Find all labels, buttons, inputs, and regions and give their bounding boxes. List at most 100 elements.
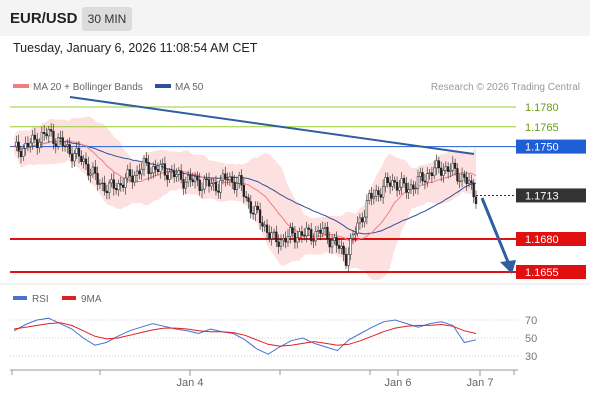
candle-body xyxy=(314,231,317,242)
candle-body xyxy=(435,160,438,169)
candle-body xyxy=(45,133,48,137)
candle-body xyxy=(300,231,304,236)
candle-body xyxy=(231,176,234,183)
candle-body xyxy=(330,240,334,248)
candle-body xyxy=(184,181,187,189)
price-label-1.1750: 1.1750 xyxy=(525,142,559,154)
candle-body xyxy=(149,172,153,174)
ma20-path xyxy=(13,139,477,242)
top-bar: EUR/USD 30 MIN xyxy=(0,0,590,36)
candle-body xyxy=(414,188,417,190)
candle-body xyxy=(68,144,71,155)
candle-body xyxy=(152,166,155,174)
candle-body xyxy=(75,148,78,154)
timeframe-button[interactable]: 30 MIN xyxy=(82,7,132,31)
candle-body xyxy=(224,173,227,180)
candle-body xyxy=(398,186,401,191)
candle-body xyxy=(442,170,445,176)
candle-body xyxy=(377,190,380,195)
candle-body xyxy=(400,178,403,188)
candle-body xyxy=(38,141,41,148)
candle-body xyxy=(312,240,315,242)
candle-body xyxy=(467,180,471,184)
candle-body xyxy=(161,163,164,165)
candle-body xyxy=(286,236,290,243)
candle-body xyxy=(433,167,436,177)
candle-body xyxy=(465,177,468,184)
candle-body xyxy=(293,232,297,243)
candle-body xyxy=(298,231,301,238)
candle-body xyxy=(63,145,67,147)
candle-body xyxy=(15,141,18,147)
rsi-series-rsi xyxy=(13,317,477,355)
candle-body xyxy=(214,181,218,192)
candle-body xyxy=(263,224,266,227)
candle-body xyxy=(256,205,259,211)
rsi-ma-legend-swatch xyxy=(62,296,76,300)
support-tag-1.1655 xyxy=(516,265,586,279)
candle-body xyxy=(212,181,215,184)
candle-body xyxy=(108,182,111,194)
candle-body xyxy=(458,180,461,183)
candle-body xyxy=(337,245,341,249)
candle-body xyxy=(347,254,350,266)
candle-body xyxy=(242,184,245,197)
price-label-1.1765: 1.1765 xyxy=(525,122,559,134)
candle-body xyxy=(94,166,97,174)
candle-body xyxy=(98,183,102,185)
candle-body xyxy=(402,178,406,184)
rsi-lines xyxy=(13,317,477,355)
candle-body xyxy=(326,226,329,240)
candle-body xyxy=(449,170,452,172)
candle-body xyxy=(444,166,447,171)
candle-body xyxy=(145,158,148,163)
candle-body xyxy=(166,174,169,180)
candle-body xyxy=(70,153,74,162)
candle-body xyxy=(121,184,125,188)
candle-body xyxy=(124,177,127,188)
rsi-tick-70: 70 xyxy=(525,315,537,327)
candle-body xyxy=(440,167,443,176)
ma50-path xyxy=(13,140,477,235)
current-price-tag xyxy=(516,188,586,203)
candle-body xyxy=(17,141,20,152)
rsi-legend-swatch xyxy=(13,296,27,300)
candle-body xyxy=(128,169,132,177)
rsi-tick-30: 30 xyxy=(525,351,537,363)
candle-body xyxy=(395,181,399,191)
candle-body xyxy=(381,186,385,198)
resistance-tag-1.1750 xyxy=(516,139,586,154)
candle-body xyxy=(463,173,466,178)
candle-body xyxy=(245,196,248,198)
candle-body xyxy=(412,184,415,190)
descending-trendline xyxy=(69,96,475,155)
trend-line xyxy=(69,96,516,274)
candle-body xyxy=(233,181,236,190)
ma20-legend-label: MA 20 + Bollinger Bands xyxy=(33,82,143,93)
ma20-legend-swatch xyxy=(13,84,29,88)
candle-body xyxy=(474,196,478,205)
rsi-ma-legend-label: 9MA xyxy=(81,294,102,305)
candle-body xyxy=(66,144,69,147)
candle-body xyxy=(205,178,208,181)
candle-body xyxy=(115,188,118,191)
candle-body xyxy=(261,222,264,227)
candle-body xyxy=(351,234,355,239)
bollinger-band-area xyxy=(14,116,476,281)
candle-body xyxy=(270,232,273,239)
candle-body xyxy=(470,180,473,184)
candle-body xyxy=(291,227,294,234)
candle-body xyxy=(240,175,243,186)
candle-body xyxy=(361,217,364,223)
candle-body xyxy=(47,129,50,137)
candle-body xyxy=(307,227,310,230)
rsi-series-9ma xyxy=(13,322,477,347)
candle-body xyxy=(77,148,81,157)
candle-body xyxy=(126,169,129,179)
candle-body xyxy=(238,175,241,184)
candle-body xyxy=(219,179,222,193)
candle-body xyxy=(303,235,306,237)
instrument-symbol: EUR/USD xyxy=(10,10,78,27)
candle-body xyxy=(251,212,255,215)
chart-datetime: Tuesday, January 6, 2026 11:08:54 AM CET xyxy=(13,41,258,55)
